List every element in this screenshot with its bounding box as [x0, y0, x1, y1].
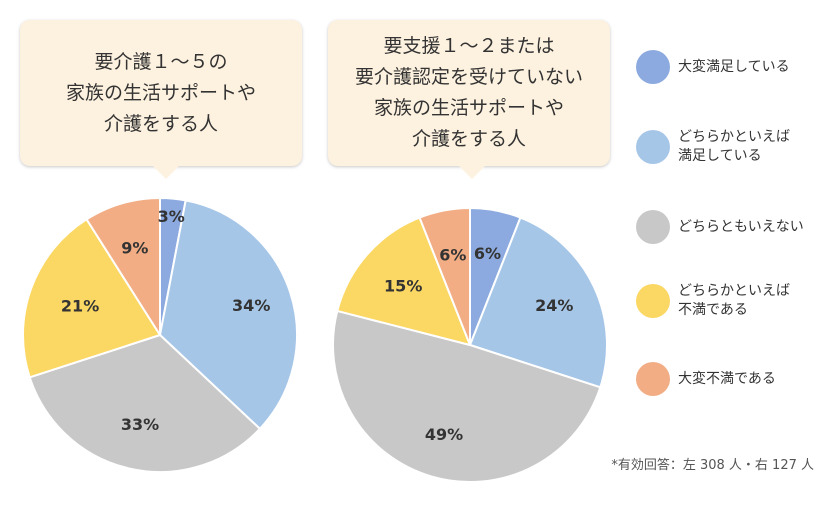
- pie-chart-right: 6% 24% 49% 15% 6%: [332, 207, 608, 484]
- pie-label-somewhat-dissatisfied: 15%: [384, 277, 422, 296]
- title-left-line-3: 介護をする人: [103, 112, 218, 135]
- pie-slice-somewhat-satisfied: [159, 199, 298, 430]
- pie-slice-neutral: [28, 334, 261, 473]
- pie-label-very-satisfied: 6%: [474, 244, 501, 263]
- pie-chart-left: 3% 34% 33% 21% 9%: [22, 197, 298, 473]
- title-right-line-2: 要介護認定を受けていない: [354, 66, 583, 88]
- title-left-line-1: 要介護１～５の: [94, 50, 228, 73]
- title-right-line-1: 要支援１～２または: [383, 35, 555, 57]
- legend-item-neutral: どちらともいえない: [636, 210, 804, 244]
- title-right-line-4: 介護をする人: [411, 128, 526, 150]
- title-bubble-right: 要支援１～２または 要介護認定を受けていない 家族の生活サポートや 介護をする人: [328, 20, 610, 179]
- legend-label: どちらかといえば 満足している: [678, 129, 790, 164]
- title-bubble-left: 要介護１～５の 家族の生活サポートや 介護をする人: [20, 20, 302, 179]
- pie-slice-somewhat-dissatisfied: [22, 218, 161, 379]
- legend-swatch: [636, 210, 670, 244]
- legend-swatch: [636, 130, 670, 164]
- legend-label: 大変不満である: [678, 370, 776, 387]
- legend-item-very-satisfied: 大変満足している: [636, 50, 790, 84]
- pie-slice-neutral: [332, 309, 602, 484]
- legend-swatch: [636, 284, 670, 318]
- legend-item-somewhat-dissatisfied: どちらかといえば 不満である: [636, 282, 790, 320]
- pie-label-somewhat-satisfied: 34%: [232, 296, 270, 315]
- pie-label-somewhat-dissatisfied: 21%: [61, 297, 99, 316]
- pie-slice-somewhat-dissatisfied: [336, 216, 471, 346]
- response-count-note: *有効回答：左 308 人・右 127 人: [611, 458, 814, 473]
- title-left-line-2: 家族の生活サポートや: [65, 81, 256, 104]
- pie-slice-very-dissatisfied: [85, 197, 161, 336]
- pie-label-somewhat-satisfied: 24%: [535, 296, 573, 315]
- title-right-line-3: 家族の生活サポートや: [373, 97, 564, 119]
- legend-item-very-dissatisfied: 大変不満である: [636, 362, 776, 396]
- pie-slice-very-dissatisfied: [418, 207, 471, 346]
- pie-label-very-dissatisfied: 9%: [121, 239, 148, 258]
- legend-swatch: [636, 362, 670, 396]
- pie-slice-somewhat-satisfied: [469, 216, 608, 389]
- pie-label-neutral: 49%: [425, 425, 463, 444]
- bubble-tail: [459, 166, 485, 179]
- pie-label-very-satisfied: 3%: [158, 207, 185, 226]
- legend-label: どちらともいえない: [678, 218, 804, 235]
- pie-label-neutral: 33%: [121, 415, 159, 434]
- pie-label-very-dissatisfied: 6%: [439, 245, 466, 264]
- legend-label: どちらかといえば 不満である: [678, 283, 790, 318]
- bubble-tail: [153, 166, 179, 179]
- legend-label: 大変満足している: [678, 58, 790, 75]
- legend-item-somewhat-satisfied: どちらかといえば 満足している: [636, 128, 790, 166]
- legend-swatch: [636, 50, 670, 84]
